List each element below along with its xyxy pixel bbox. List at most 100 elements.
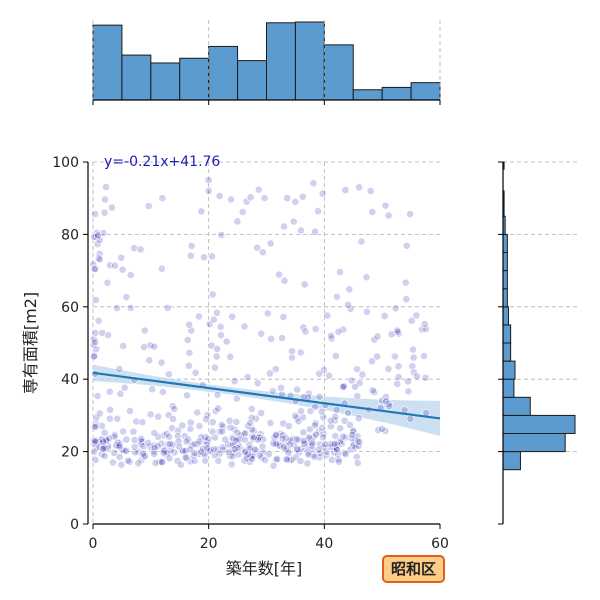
scatter-point bbox=[94, 254, 103, 263]
scatter-point bbox=[318, 189, 327, 198]
scatter-point bbox=[105, 434, 114, 443]
scatter-point bbox=[346, 304, 355, 313]
regression-line bbox=[92, 371, 441, 420]
scatter-point bbox=[291, 412, 300, 420]
scatter-point bbox=[213, 308, 221, 317]
scatter-point bbox=[254, 435, 262, 444]
scatter-point bbox=[281, 434, 290, 442]
scatter-point bbox=[193, 408, 202, 417]
y-hist-bar bbox=[502, 451, 521, 471]
scatter-point bbox=[201, 456, 210, 465]
scatter-point bbox=[347, 376, 356, 385]
scatter-point bbox=[98, 328, 107, 337]
scatter-point bbox=[269, 439, 278, 448]
scatter-point bbox=[117, 460, 126, 469]
ward-badge-box bbox=[382, 555, 445, 583]
scatter-point bbox=[288, 353, 296, 362]
scatter-point bbox=[183, 336, 192, 344]
scatter-point bbox=[318, 423, 327, 432]
scatter-point bbox=[344, 409, 352, 417]
scatter-point bbox=[150, 449, 159, 458]
scatter-point bbox=[157, 457, 166, 466]
x-tick-label: 20 bbox=[200, 536, 218, 552]
scatter-point bbox=[331, 352, 340, 360]
scatter-point bbox=[132, 417, 141, 426]
scatter-point bbox=[278, 434, 287, 443]
scatter-point bbox=[231, 445, 239, 454]
scatter-point bbox=[158, 194, 167, 203]
scatter-point bbox=[331, 412, 340, 421]
scatter-point bbox=[157, 439, 166, 448]
scatter-point bbox=[336, 268, 344, 276]
scatter-point bbox=[278, 334, 286, 342]
scatter-point bbox=[164, 370, 173, 379]
scatter-point bbox=[113, 414, 122, 423]
scatter-point bbox=[138, 437, 146, 446]
scatter-point bbox=[362, 273, 371, 282]
scatter-point bbox=[263, 309, 272, 318]
y-tick-label: 80 bbox=[61, 227, 79, 243]
scatter-point bbox=[181, 447, 190, 455]
scatter-point bbox=[358, 370, 367, 379]
scatter-point bbox=[166, 440, 174, 448]
scatter-point bbox=[412, 311, 421, 320]
scatter-point bbox=[181, 453, 190, 462]
scatter-point bbox=[134, 459, 143, 468]
x-hist-bar bbox=[294, 21, 325, 101]
regression-ci-band bbox=[93, 364, 440, 437]
scatter-point bbox=[144, 202, 153, 210]
scatter-point bbox=[195, 422, 204, 430]
y-marginal-histogram bbox=[498, 161, 579, 525]
x-hist-bar bbox=[92, 24, 123, 101]
scatter-point bbox=[140, 326, 149, 335]
scatter-point bbox=[311, 421, 319, 430]
scatter-point bbox=[315, 392, 324, 401]
scatter-point bbox=[89, 260, 98, 269]
scatter-point bbox=[327, 334, 336, 343]
scatter-point bbox=[94, 231, 103, 240]
scatter-point bbox=[108, 203, 116, 212]
scatter-point bbox=[297, 407, 305, 416]
ward-badge-label: 昭和区 bbox=[391, 560, 436, 578]
x-hist-bar bbox=[266, 22, 296, 101]
scatter-point bbox=[165, 432, 174, 441]
y-tick-label: 0 bbox=[70, 517, 79, 533]
x-hist-bar bbox=[150, 62, 181, 101]
scatter-point bbox=[99, 437, 108, 446]
scatter-point bbox=[186, 251, 195, 260]
scatter-point bbox=[201, 433, 210, 442]
scatter-point bbox=[187, 241, 196, 250]
scatter-point bbox=[345, 285, 354, 294]
scatter-point bbox=[178, 421, 187, 430]
scatter-point bbox=[353, 392, 362, 400]
scatter-point bbox=[217, 421, 226, 429]
scatter-point bbox=[217, 331, 225, 340]
scatter-point bbox=[266, 239, 275, 248]
scatter-point bbox=[122, 435, 131, 444]
scatter-point bbox=[126, 271, 135, 279]
x-hist-bar bbox=[121, 54, 152, 101]
scatter-point bbox=[158, 458, 167, 467]
scatter-point bbox=[384, 211, 393, 220]
scatter-point bbox=[355, 438, 364, 447]
scatter-point bbox=[190, 440, 199, 448]
scatter-point bbox=[185, 320, 194, 329]
scatter-point bbox=[279, 443, 288, 452]
scatter-point bbox=[217, 231, 226, 239]
scatter-point bbox=[370, 335, 379, 344]
scatter-point bbox=[326, 416, 335, 425]
scatter-point bbox=[254, 185, 263, 194]
scatter-point bbox=[321, 440, 330, 449]
scatter-point bbox=[353, 459, 362, 467]
scatter-point bbox=[204, 176, 213, 184]
y-hist-bar bbox=[502, 414, 576, 434]
scatter-point bbox=[291, 197, 300, 206]
scatter-point bbox=[210, 451, 219, 459]
scatter-point bbox=[272, 456, 281, 464]
scatter-point bbox=[271, 365, 280, 374]
scatter-point bbox=[304, 450, 313, 459]
scatter-point bbox=[413, 372, 421, 381]
scatter-point bbox=[299, 436, 308, 445]
scatter-point bbox=[293, 445, 302, 454]
x-marginal-histogram bbox=[92, 20, 441, 105]
